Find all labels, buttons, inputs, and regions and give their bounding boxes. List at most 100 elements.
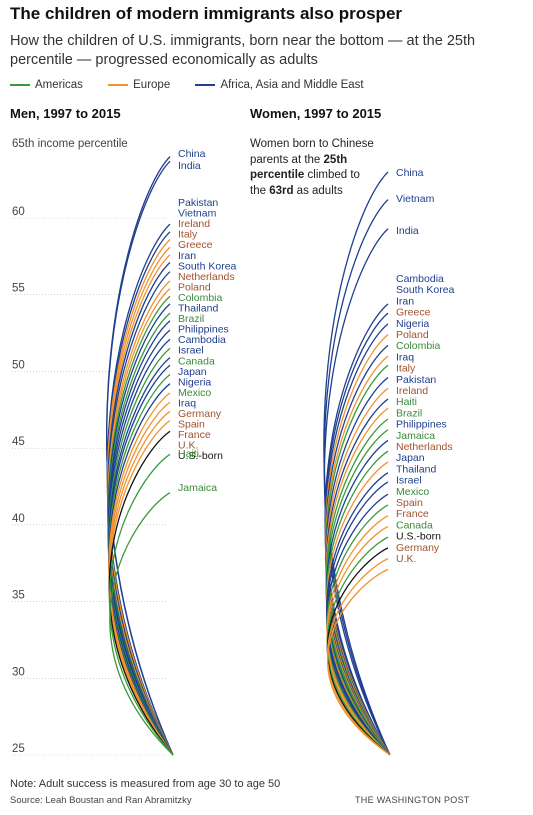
legend-swatch-americas (10, 83, 30, 86)
women-series-line-japan (326, 472, 391, 756)
y-tick-label: 30 (12, 666, 25, 678)
men-series-label-haiti: Haiti (178, 448, 199, 460)
women-series-line-cambodia (324, 303, 391, 756)
women-series-line-pakistan (325, 398, 391, 756)
women-series-label-brazil: Brazil (396, 407, 422, 419)
publisher-credit: THE WASHINGTON POST (355, 795, 470, 805)
women-series-label-pakistan: Pakistan (396, 374, 436, 386)
legend-label-americas: Americas (35, 79, 83, 91)
men-series-line-u-s-born (108, 430, 174, 756)
footnote: Note: Adult success is measured from age… (10, 778, 281, 790)
men-series-label-poland: Poland (178, 281, 211, 293)
y-tick-label: 40 (12, 513, 25, 525)
men-series-label-india: India (178, 160, 201, 172)
women-series-label-ireland: Ireland (396, 385, 428, 397)
women-series-label-south-korea: South Korea (396, 284, 455, 296)
women-series-label-cambodia: Cambodia (396, 273, 444, 285)
y-tick-label: 45 (12, 436, 25, 448)
women-series-label-philippines: Philippines (396, 419, 447, 431)
men-series-line-iran (107, 262, 174, 756)
women-series-line-mexico (326, 504, 391, 756)
women-series-line-france (326, 525, 391, 756)
legend-item-americas: Americas (10, 79, 83, 91)
men-series-line-haiti (108, 453, 174, 756)
annotation-bold-2: 63rd (269, 184, 294, 197)
women-series-line-haiti (325, 418, 391, 756)
women-series-line-greece (324, 334, 391, 756)
women-series-label-iran: Iran (396, 295, 414, 307)
women-series-line-thailand (326, 481, 391, 756)
chart-subtitle: How the children of U.S. immigrants, bor… (10, 33, 476, 68)
women-series-line-u-s-born (326, 547, 391, 756)
men-series-label-jamaica: Jamaica (178, 482, 217, 494)
men-series-label-france: France (178, 429, 211, 441)
men-series-label-germany: Germany (178, 408, 222, 420)
women-series-label-japan: Japan (396, 452, 425, 464)
men-series-line-u-k (108, 419, 174, 756)
legend-label-asia: Africa, Asia and Middle East (220, 79, 364, 91)
legend-label-europe: Europe (133, 79, 171, 91)
women-series-line-germany (326, 558, 391, 756)
source-line: Source: Leah Boustan and Ran Abramitzky (10, 795, 192, 806)
women-series-label-spain: Spain (396, 497, 423, 509)
men-series-line-germany (108, 392, 174, 756)
legend: Americas Europe Africa, Asia and Middle … (10, 79, 386, 91)
y-tick-label: 50 (12, 359, 25, 371)
men-series-label-pakistan: Pakistan (178, 197, 218, 209)
women-series-label-jamaica: Jamaica (396, 430, 435, 442)
men-series-label-iran: Iran (178, 250, 196, 262)
women-series-label-netherlands: Netherlands (396, 441, 453, 453)
women-series-label-haiti: Haiti (396, 396, 417, 408)
women-series-line-colombia (325, 364, 391, 756)
women-series-label-u-s-born: U.S.-born (396, 531, 441, 543)
women-series-label-u-k: U.K. (396, 553, 416, 565)
men-series-line-mexico (108, 373, 174, 756)
legend-item-asia: Africa, Asia and Middle East (195, 79, 364, 91)
women-series-label-colombia: Colombia (396, 340, 441, 352)
men-series-label-thailand: Thailand (178, 303, 218, 315)
annotation-text-2: climbed to the (250, 169, 360, 197)
women-series-label-poland: Poland (396, 329, 429, 341)
women-series-label-canada: Canada (396, 519, 433, 531)
women-series-line-vietnam (323, 199, 391, 756)
men-series-label-greece: Greece (178, 239, 213, 251)
women-series-line-india (323, 228, 391, 756)
women-series-label-mexico: Mexico (396, 486, 429, 498)
men-series-label-nigeria: Nigeria (178, 376, 211, 388)
men-series-label-netherlands: Netherlands (178, 271, 235, 283)
women-series-line-south-korea (324, 312, 391, 756)
annotation-text-1: Women born to Chinese parents at the (250, 138, 374, 166)
men-series-label-canada: Canada (178, 355, 215, 367)
men-series-label-colombia: Colombia (178, 292, 223, 304)
women-series-label-italy: Italy (396, 363, 416, 375)
men-series-line-iraq (108, 383, 174, 756)
women-series-line-jamaica (325, 450, 391, 756)
women-series-line-u-k (326, 568, 391, 756)
men-series-line-france (108, 410, 174, 756)
men-series-line-south-korea (107, 271, 174, 756)
men-series-label-iraq: Iraq (178, 397, 196, 409)
women-series-line-italy (325, 387, 391, 756)
panel-title-men: Men, 1997 to 2015 (10, 106, 121, 121)
women-series-line-netherlands (325, 461, 391, 756)
men-series-line-nigeria (108, 364, 174, 756)
men-series-label-china: China (178, 148, 206, 160)
women-series-label-nigeria: Nigeria (396, 318, 429, 330)
legend-item-europe: Europe (108, 79, 170, 91)
y-tick-label: 60 (12, 206, 25, 218)
men-series-line-spain (108, 401, 174, 756)
men-series-line-netherlands (107, 280, 174, 756)
chart-title: The children of modern immigrants also p… (10, 4, 403, 23)
y-tick-label: 25 (12, 743, 25, 755)
women-series-label-germany: Germany (396, 542, 440, 554)
men-series-label-ireland: Ireland (178, 218, 210, 230)
women-series-label-china: China (396, 167, 424, 179)
panel-title-women: Women, 1997 to 2015 (250, 106, 382, 121)
women-series-line-brazil (325, 429, 391, 756)
legend-swatch-europe (108, 83, 129, 86)
women-series-line-israel (326, 493, 391, 756)
women-series-label-vietnam: Vietnam (396, 193, 435, 205)
y-axis-title: 65th income percentile (12, 138, 128, 150)
